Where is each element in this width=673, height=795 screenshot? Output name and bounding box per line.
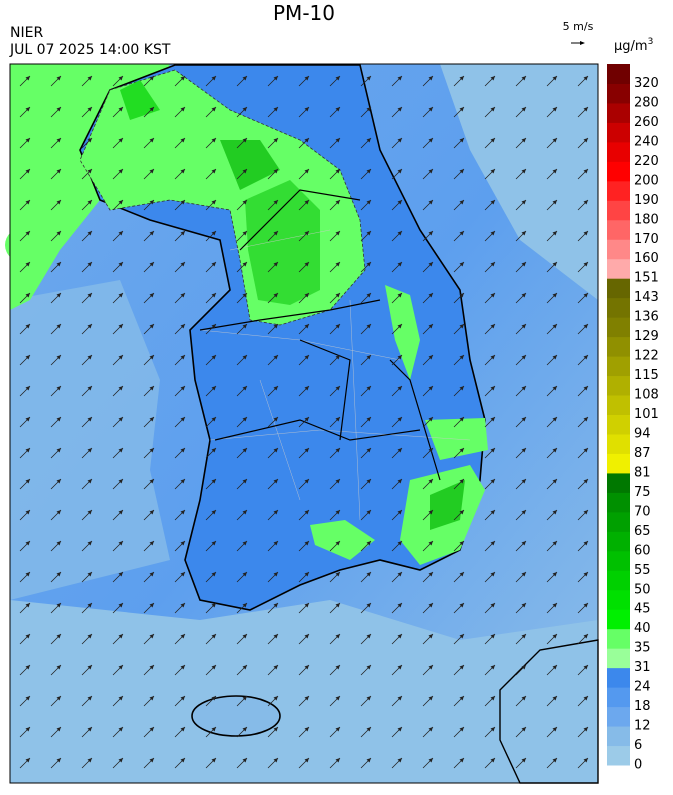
legend-swatch: [607, 433, 630, 454]
legend-label: 87: [634, 446, 651, 461]
legend-label: 6: [634, 738, 642, 753]
legend-swatch: [607, 161, 630, 182]
legend-swatch: [607, 511, 630, 532]
legend-label: 170: [634, 232, 659, 247]
legend-label: 200: [634, 173, 659, 188]
legend-label: 24: [634, 680, 651, 695]
legend-label: 81: [634, 465, 651, 480]
legend-swatch: [607, 83, 630, 104]
legend-label: 180: [634, 212, 659, 227]
legend-swatch: [607, 667, 630, 688]
legend-swatch: [607, 687, 630, 708]
legend-label: 151: [634, 271, 659, 286]
legend-swatch: [607, 570, 630, 591]
legend-unit-exponent: 3: [648, 37, 654, 47]
legend-label: 108: [634, 388, 659, 403]
legend-label: 280: [634, 95, 659, 110]
legend-swatch: [607, 336, 630, 357]
legend-swatch: [607, 258, 630, 279]
wind-reference-arrow: [571, 41, 585, 45]
legend-swatch: [607, 141, 630, 162]
legend-label: 55: [634, 563, 651, 578]
map: [5, 63, 599, 784]
legend-label: 18: [634, 699, 651, 714]
legend-swatch: [607, 122, 630, 143]
legend-swatch: [607, 64, 630, 84]
legend-swatch: [607, 492, 630, 513]
legend-swatch: [607, 317, 630, 338]
legend-label: 31: [634, 660, 651, 675]
legend-swatch: [607, 550, 630, 571]
legend-label: 160: [634, 251, 659, 266]
legend-label: 320: [634, 76, 659, 91]
legend-label: 45: [634, 602, 651, 617]
legend-label: 115: [634, 368, 659, 383]
legend-label: 190: [634, 193, 659, 208]
legend-label: 122: [634, 349, 659, 364]
legend-label: 60: [634, 543, 651, 558]
legend-swatch: [607, 375, 630, 396]
legend-swatch: [607, 180, 630, 201]
legend-swatch: [607, 414, 630, 435]
datetime: JUL 07 2025 14:00 KST: [9, 42, 171, 58]
legend-swatch: [607, 609, 630, 630]
wind-reference-label: 5 m/s: [563, 20, 594, 33]
title: PM-10: [273, 1, 335, 25]
legend-unit-base: μg/m: [614, 39, 648, 54]
legend-swatch: [607, 745, 630, 766]
legend-swatch: [607, 219, 630, 240]
legend-swatch: [607, 102, 630, 123]
legend-label: 50: [634, 582, 651, 597]
legend-swatch: [607, 356, 630, 377]
legend-label: 70: [634, 504, 651, 519]
legend-label: 65: [634, 524, 651, 539]
legend-swatch: [607, 648, 630, 669]
legend-swatch: [607, 589, 630, 610]
legend-label: 240: [634, 134, 659, 149]
legend-swatch: [607, 395, 630, 415]
legend-label: 260: [634, 115, 659, 130]
legend-label: 35: [634, 641, 651, 656]
legend-label: 101: [634, 407, 659, 422]
legend-swatch: [607, 628, 630, 649]
colorbar: 0 6 12 18 24 31 35 40 45 50 55 60 65 70 75 81 87 94 101 108…: [607, 64, 659, 773]
legend-swatch: [607, 453, 630, 474]
legend-label: 220: [634, 154, 659, 169]
legend-swatch: [607, 278, 630, 299]
legend-swatch: [607, 239, 630, 260]
legend-label: 94: [634, 426, 651, 441]
legend-swatch: [607, 297, 630, 318]
legend-swatch: [607, 531, 630, 552]
agency: NIER: [10, 25, 43, 41]
legend-label: 136: [634, 310, 659, 325]
legend-label: 75: [634, 485, 651, 500]
legend-label: 143: [634, 290, 659, 305]
legend-swatch: [607, 726, 630, 747]
legend-swatch: [607, 200, 630, 221]
legend-unit: μg/m3: [614, 37, 653, 54]
legend-swatch: [607, 706, 630, 727]
legend-label: 0: [634, 758, 642, 773]
legend-label: 12: [634, 719, 651, 734]
legend-label: 129: [634, 329, 659, 344]
legend-swatch: [607, 472, 630, 493]
legend-label: 40: [634, 621, 651, 636]
